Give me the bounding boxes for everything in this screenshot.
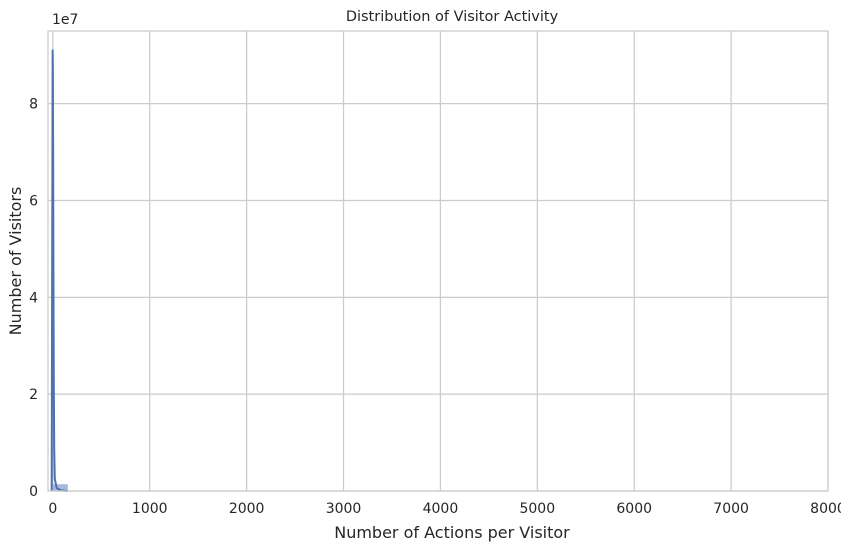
y-axis-label: Number of Visitors bbox=[6, 187, 25, 336]
x-tick-label: 2000 bbox=[229, 501, 265, 517]
chart-title: Distribution of Visitor Activity bbox=[346, 9, 559, 25]
x-tick-label: 4000 bbox=[423, 501, 459, 517]
histogram-bars bbox=[52, 484, 68, 491]
x-tick-label: 6000 bbox=[616, 501, 652, 517]
x-axis-label: Number of Actions per Visitor bbox=[334, 523, 570, 542]
y-tick-label: 6 bbox=[29, 193, 38, 209]
plot-frame bbox=[47, 30, 829, 492]
y-tick-label: 2 bbox=[29, 387, 38, 403]
kde-curve bbox=[50, 49, 68, 492]
x-tick-label: 7000 bbox=[713, 501, 749, 517]
y-axis-offset-text: 1e7 bbox=[52, 12, 78, 28]
x-tick-label: 3000 bbox=[326, 501, 362, 517]
y-tick-label: 8 bbox=[29, 97, 38, 113]
kde-line bbox=[50, 49, 68, 492]
y-tick-labels: 0 2 4 6 8 bbox=[29, 97, 38, 500]
y-tick-label: 4 bbox=[29, 290, 38, 306]
x-tick-label: 1000 bbox=[132, 501, 168, 517]
histogram-bar bbox=[52, 484, 68, 491]
y-tick-label: 0 bbox=[29, 484, 38, 500]
x-tick-label: 5000 bbox=[519, 501, 555, 517]
x-tick-label: 0 bbox=[48, 501, 57, 517]
